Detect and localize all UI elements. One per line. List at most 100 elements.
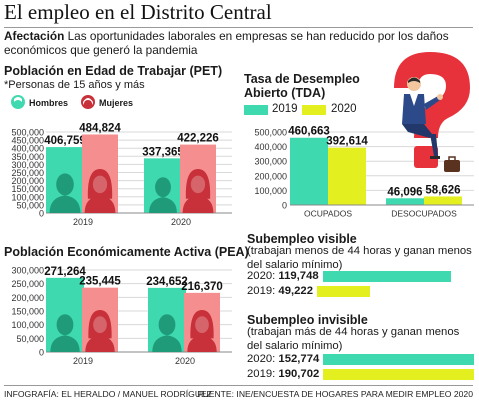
lead-paragraph: Afectación Las oportunidades laborales e… xyxy=(4,29,474,57)
pet-subtitle: *Personas de 15 años y más xyxy=(4,79,145,91)
y-tick-label: 50,000 xyxy=(16,200,44,210)
bar xyxy=(290,137,328,205)
y-tick-label: 0 xyxy=(282,201,287,211)
si-2019-value: 190,702 xyxy=(278,368,320,380)
tda-title-line2: Abierto (TDA) xyxy=(244,86,326,100)
tda-legend: 2019 2020 xyxy=(244,103,364,117)
sv-2020-label: 2020: xyxy=(247,270,279,282)
sv-2019-label: 2019: xyxy=(247,285,279,297)
y-tick-label: 150,000 xyxy=(11,307,44,317)
lead-text: Las oportunidades laborales en empresas … xyxy=(4,29,449,57)
subempleo-visible-row-2020: 2020: 119,748 xyxy=(247,270,319,282)
bar-value-label: 58,626 xyxy=(425,184,460,196)
x-category-label: 2019 xyxy=(73,356,93,366)
bar xyxy=(424,196,462,205)
subempleo-visible-row-2019: 2019: 49,222 xyxy=(247,285,313,297)
tda-chart: 0 100,000 200,000 300,000 400,000 500,000 460,… xyxy=(254,126,474,219)
bar-value-label: 422,226 xyxy=(177,133,219,145)
x-category-label: 2020 xyxy=(175,356,195,366)
legend-2019-label: 2019 xyxy=(272,103,298,115)
si-2020-value: 152,774 xyxy=(278,353,320,365)
x-category-label: DESOCUPADOS xyxy=(391,209,457,219)
bar-value-label: 216,370 xyxy=(181,281,223,293)
legend-2019-swatch xyxy=(244,105,268,115)
bar xyxy=(328,147,366,205)
sv-2019-value: 49,222 xyxy=(278,285,313,297)
mujeres-icon xyxy=(81,95,95,109)
legend-hombres: Hombres xyxy=(10,95,72,112)
footer-source: FUENTE: INE/ENCUESTA DE HOGARES PARA MED… xyxy=(197,389,473,399)
bar-value-label: 406,759 xyxy=(44,135,86,147)
y-tick-label: 100,000 xyxy=(11,320,44,330)
bar-value-label: 460,663 xyxy=(288,126,330,138)
legend-hombres-label: Hombres xyxy=(29,98,69,108)
subempleo-invisible-desc: (trabajan más de 44 horas y ganan menos … xyxy=(247,326,460,352)
pet-chart: 050,000100,000150,000200,000250,000300,0… xyxy=(11,122,232,227)
sv-2020-value: 119,748 xyxy=(278,270,319,282)
bar-value-label: 484,824 xyxy=(79,122,121,134)
page-title: El empleo en el Distrito Central xyxy=(4,0,272,24)
subempleo-visible-bar-2019 xyxy=(316,286,370,297)
y-tick-label: 100,000 xyxy=(11,192,44,202)
female-person-icon xyxy=(187,310,217,352)
subempleo-visible-desc: (trabajan menos de 44 horas y ganan meno… xyxy=(247,245,472,271)
subempleo-visible-bar-2020 xyxy=(322,271,452,282)
male-person-icon xyxy=(149,177,177,213)
y-tick-label: 0 xyxy=(39,209,44,219)
si-2020-label: 2020: xyxy=(247,353,279,365)
bar-value-label: 392,614 xyxy=(326,136,368,148)
legend-2020-swatch xyxy=(302,105,326,115)
female-person-icon xyxy=(182,169,214,213)
footer-credit: INFOGRAFÍA: EL HERALDO / MANUEL RODRÍGUE… xyxy=(4,389,213,399)
y-tick-label: 300,000 xyxy=(254,157,287,167)
subempleo-invisible-bar-2020 xyxy=(323,354,474,365)
y-tick-label: 200,000 xyxy=(254,171,287,181)
legend-mujeres-label: Mujeres xyxy=(99,98,134,108)
question-mark-illustration xyxy=(394,52,470,172)
y-tick-label: 150,000 xyxy=(11,184,44,194)
x-category-label: 2020 xyxy=(171,217,191,227)
bar-value-label: 271,264 xyxy=(44,266,86,278)
y-tick-label: 250,000 xyxy=(11,168,44,178)
y-tick-label: 100,000 xyxy=(254,186,287,196)
bar xyxy=(386,198,424,205)
x-category-label: OCUPADOS xyxy=(304,209,352,219)
legend-2020-label: 2020 xyxy=(331,103,357,115)
y-tick-label: 400,000 xyxy=(254,142,287,152)
pet-title: Población en Edad de Trabajar (PET) xyxy=(4,64,223,78)
y-tick-label: 200,000 xyxy=(11,176,44,186)
subempleo-invisible-title: Subempleo invisible xyxy=(247,313,368,327)
title-divider xyxy=(4,27,473,28)
bar-value-label: 235,445 xyxy=(79,276,121,288)
legend-mujeres: Mujeres xyxy=(80,95,142,112)
male-person-icon xyxy=(49,173,81,213)
y-tick-label: 400,000 xyxy=(11,144,44,154)
pea-chart: 0 50,000 100,000 150,000 200,000 250,000 300,0… xyxy=(11,266,232,366)
si-2019-label: 2019: xyxy=(247,368,279,380)
y-tick-label: 300,000 xyxy=(11,266,44,276)
y-tick-label: 500,000 xyxy=(254,128,287,138)
pea-title: Población Económicamente Activa (PEA) xyxy=(4,245,249,259)
y-tick-label: 250,000 xyxy=(11,279,44,289)
y-tick-label: 0 xyxy=(39,348,44,358)
y-tick-label: 50,000 xyxy=(16,334,44,344)
bar-value-label: 46,096 xyxy=(387,186,422,198)
lead-label: Afectación xyxy=(4,29,65,43)
tda-title-line1: Tasa de Desempleo xyxy=(244,72,360,86)
female-person-icon xyxy=(84,169,116,213)
subempleo-invisible-row-2020: 2020: 152,774 xyxy=(247,353,319,365)
y-tick-label: 450,000 xyxy=(11,136,44,146)
x-category-label: 2019 xyxy=(73,217,93,227)
subempleo-invisible-bar-2019 xyxy=(323,369,474,380)
footer-divider xyxy=(4,385,473,386)
bar-value-label: 234,652 xyxy=(146,276,188,288)
subempleo-invisible-row-2019: 2019: 190,702 xyxy=(247,368,319,380)
hombres-icon xyxy=(11,95,25,109)
y-tick-label: 200,000 xyxy=(11,293,44,303)
female-person-icon xyxy=(85,310,115,352)
y-tick-label: 350,000 xyxy=(11,152,44,162)
y-tick-label: 500,000 xyxy=(11,128,44,138)
male-person-icon xyxy=(152,314,182,352)
subempleo-visible-title: Subempleo visible xyxy=(247,232,357,246)
bar-value-label: 337,365 xyxy=(142,146,184,158)
